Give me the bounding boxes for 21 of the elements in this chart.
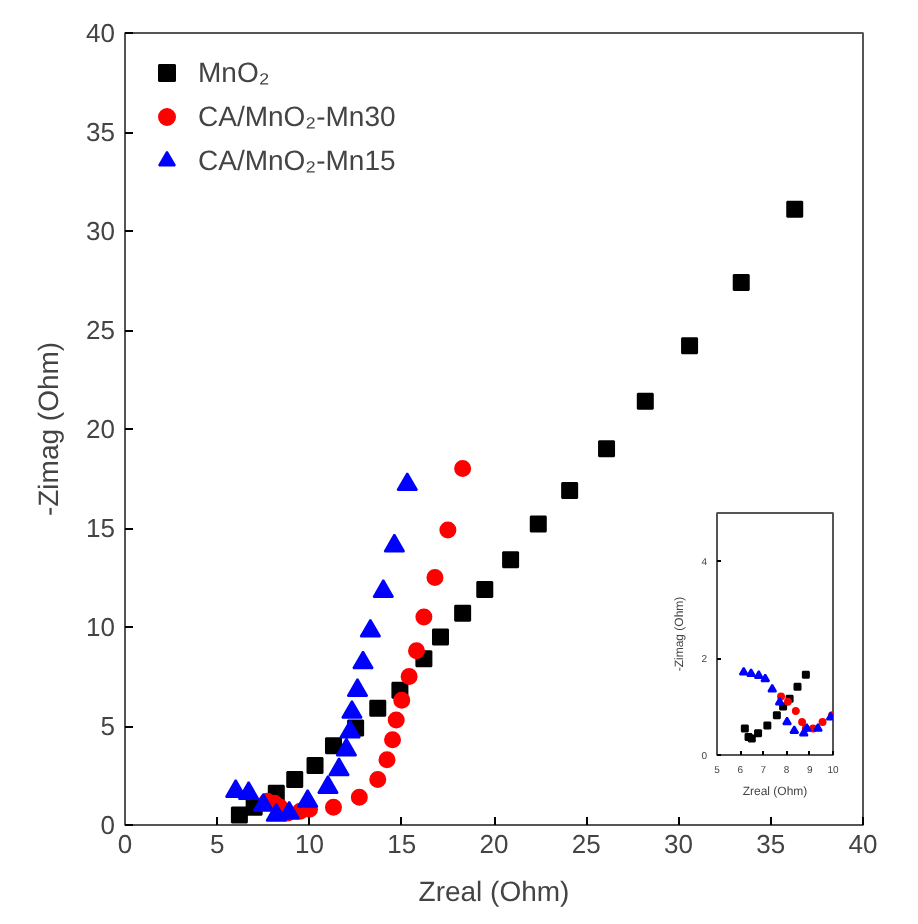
- legend-label: MnO₂: [198, 56, 270, 88]
- x-tick-label: 40: [848, 829, 878, 859]
- y-tick-label: 30: [86, 216, 116, 246]
- y-tick-label: 35: [86, 117, 116, 147]
- y-tick-label: 20: [86, 414, 116, 444]
- x-tick-label: 5: [210, 829, 225, 859]
- y-tick-label: 40: [86, 18, 116, 48]
- y-tick-label: 5: [100, 711, 116, 741]
- x-axis-title: Zreal (Ohm): [418, 875, 570, 907]
- y-tick-label: 25: [86, 315, 116, 345]
- y-tick-label: 0: [100, 810, 116, 840]
- x-tick-label: 15: [387, 829, 417, 859]
- x-tick-label: 10: [295, 829, 324, 859]
- x-tick-label: 25: [571, 829, 601, 859]
- y-tick-label: 15: [86, 513, 116, 543]
- y-axis-title: -Zimag (Ohm): [32, 341, 65, 517]
- legend-label: CA/MnO₂-Mn15: [198, 144, 396, 176]
- x-tick-label: 20: [479, 829, 509, 859]
- y-tick-label: 10: [86, 612, 116, 642]
- x-tick-label: 35: [756, 829, 786, 859]
- legend-label: CA/MnO₂-Mn30: [198, 100, 396, 132]
